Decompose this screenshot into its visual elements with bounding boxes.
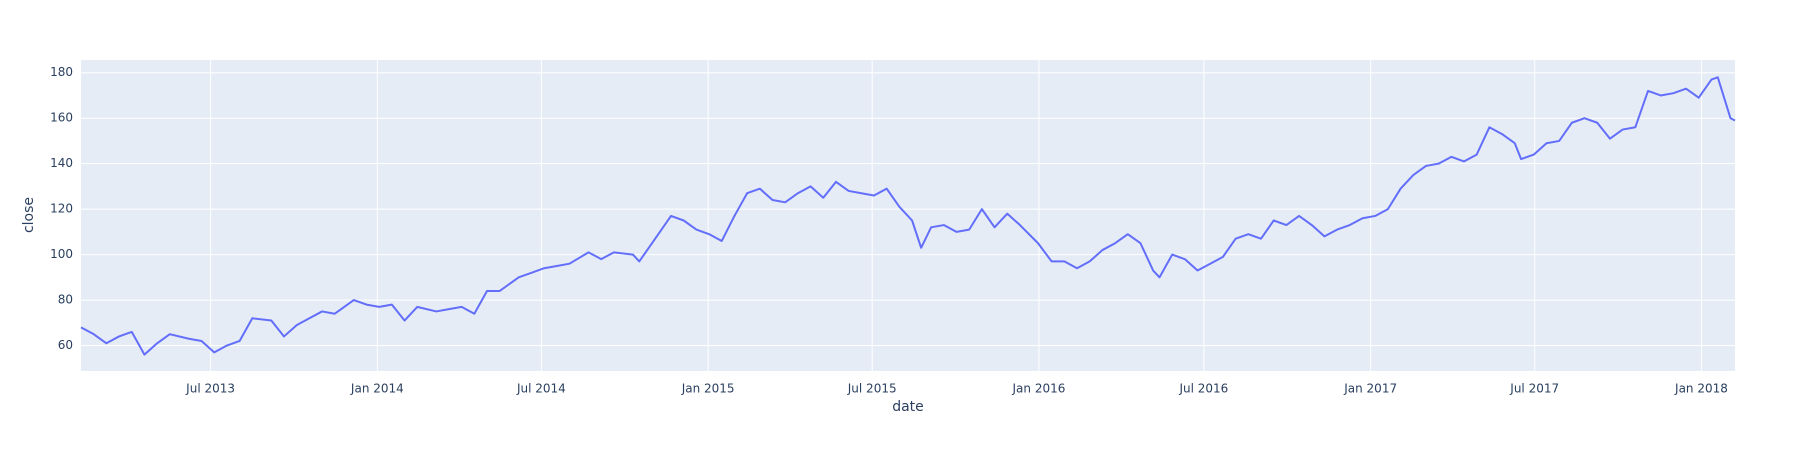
grid — [81, 60, 1735, 371]
y-tick-label: 100 — [50, 247, 73, 261]
x-tick-label: Jan 2016 — [1012, 382, 1066, 396]
y-tick-label: 120 — [50, 202, 73, 216]
x-tick-label: Jul 2016 — [1178, 382, 1228, 396]
x-axis-title: date — [892, 399, 924, 415]
x-tick-label: Jul 2015 — [847, 382, 897, 396]
y-tick-label: 140 — [50, 156, 73, 170]
x-tick-label: Jan 2015 — [681, 382, 735, 396]
price-line — [80, 76, 1736, 356]
y-tick-label: 80 — [58, 293, 73, 307]
y-tick-label: 180 — [50, 65, 73, 79]
marks — [80, 76, 1736, 356]
x-tick-label: Jan 2014 — [350, 382, 404, 396]
x-tick-label: Jul 2013 — [185, 382, 235, 396]
y-tick-label: 160 — [50, 111, 73, 125]
x-tick-label: Jul 2017 — [1509, 382, 1559, 396]
x-tick-label: Jan 2018 — [1674, 382, 1728, 396]
y-axis-title: close — [21, 197, 37, 233]
x-tick-label: Jan 2017 — [1343, 382, 1397, 396]
y-tick-label: 60 — [58, 338, 73, 352]
labels: 60 80 100 120 140 160 180 Jul 2013 Jan 2014 Jul 2… — [50, 65, 1728, 395]
x-tick-label: Jul 2014 — [516, 382, 566, 396]
